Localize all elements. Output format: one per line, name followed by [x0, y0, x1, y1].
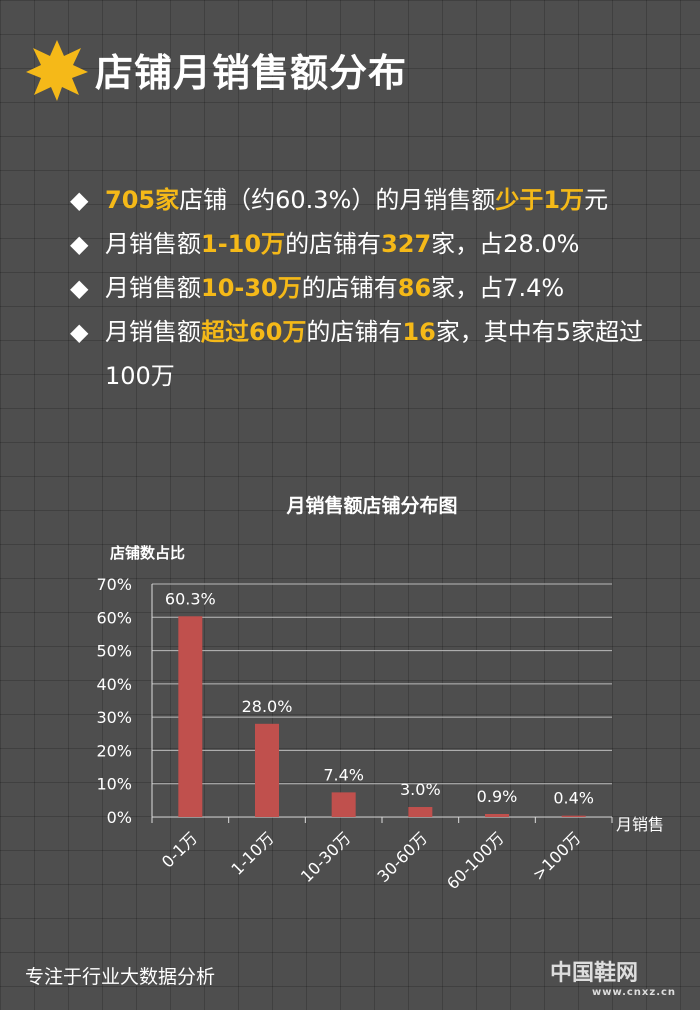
bar — [331, 792, 356, 817]
data-label: 28.0% — [242, 697, 293, 716]
highlight-text: 327 — [381, 230, 432, 258]
data-label: 3.0% — [400, 780, 441, 799]
x-axis-label: 月销售 — [616, 815, 664, 834]
bullet-list: ◆ 705家店铺（约60.3%）的月销售额少于1万元 ◆ 月销售额1-10万的店铺有3… — [70, 178, 680, 398]
chart-title: 月销售额店铺分布图 — [285, 494, 457, 517]
bullet-text: 的店铺有 — [301, 274, 398, 302]
bullet-item: ◆ 月销售额10-30万的店铺有86家，占7.4% — [70, 266, 680, 310]
data-label: 60.3% — [165, 589, 216, 608]
bullet-text: 月销售额 — [105, 318, 201, 346]
y-axis-label: 店铺数占比 — [110, 544, 185, 562]
x-tick-label: 10-30万 — [297, 828, 355, 886]
x-tick-label: 0-1万 — [158, 828, 201, 871]
x-tick-label: 1-10万 — [227, 828, 277, 878]
bar — [561, 815, 586, 817]
diamond-bullet-icon: ◆ — [70, 274, 89, 302]
bullet-text: 家，占7.4% — [431, 274, 565, 302]
highlight-text: 16 — [402, 318, 436, 346]
y-tick-label: 40% — [96, 675, 132, 694]
diamond-bullet-icon: ◆ — [70, 230, 89, 258]
data-label: 7.4% — [323, 765, 364, 784]
bullet-text: 店铺（约60.3%）的月销售额 — [179, 186, 496, 214]
x-tick-label: 60-100万 — [443, 828, 508, 893]
y-tick-label: 70% — [96, 575, 132, 594]
highlight-text: 少于1万 — [495, 186, 585, 214]
bullet-item: ◆ 月销售额超过60万的店铺有16家，其中有5家超过100万 — [70, 310, 680, 398]
y-tick-label: 0% — [107, 808, 132, 827]
highlight-text: 86 — [397, 274, 432, 302]
highlight-text: 705家 — [105, 186, 180, 214]
data-label: 0.4% — [553, 789, 594, 808]
y-tick-label: 20% — [96, 741, 132, 760]
y-tick-label: 50% — [96, 642, 132, 661]
y-tick-label: 30% — [96, 708, 132, 727]
page-title: 店铺月销售额分布 — [95, 51, 408, 95]
bullet-text: 月销售额 — [105, 274, 201, 302]
highlight-text: 10-30万 — [201, 274, 302, 302]
site-logo: 中国鞋网 www.cnxz.cn — [550, 961, 677, 998]
y-tick-label: 10% — [96, 775, 132, 794]
x-tick-label: >100万 — [529, 828, 585, 884]
y-tick-label: 60% — [96, 608, 132, 627]
diamond-bullet-icon: ◆ — [70, 318, 89, 346]
highlight-text: 超过60万 — [201, 318, 307, 346]
bullet-text: 的店铺有 — [306, 318, 403, 346]
footer-tagline: 专注于行业大数据分析 — [25, 966, 216, 988]
bullet-item: ◆ 705家店铺（约60.3%）的月销售额少于1万元 — [70, 178, 680, 222]
diamond-bullet-icon: ◆ — [70, 186, 89, 214]
bullet-text: 家，其中有5家超过100万 — [105, 318, 644, 390]
bar — [255, 723, 279, 817]
bullet-text: 元 — [584, 186, 609, 214]
x-tick-label: 30-60万 — [374, 828, 432, 886]
data-label: 0.9% — [477, 787, 518, 806]
bullet-item: ◆ 月销售额1-10万的店铺有327家，占28.0% — [70, 222, 680, 266]
bar — [178, 616, 203, 817]
bullet-text: 家，占28.0% — [431, 230, 580, 258]
bullet-text: 月销售额 — [105, 230, 201, 258]
star-icon — [26, 40, 88, 101]
highlight-text: 1-10万 — [201, 230, 286, 258]
bullet-text: 的店铺有 — [285, 230, 382, 258]
bar — [408, 807, 433, 817]
bar — [485, 814, 509, 817]
